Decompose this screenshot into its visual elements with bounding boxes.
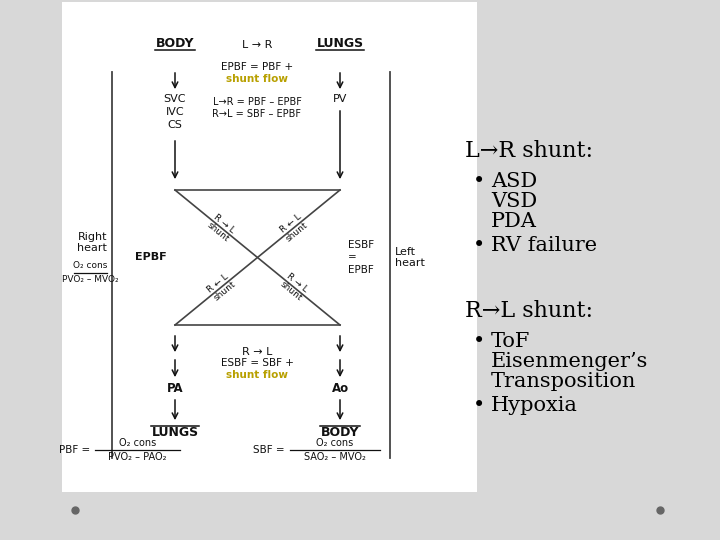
Text: shunt flow: shunt flow xyxy=(226,74,288,84)
Text: SVC
IVC
CS: SVC IVC CS xyxy=(163,94,186,130)
Text: ASD: ASD xyxy=(491,172,537,191)
Text: R → L
shunt: R → L shunt xyxy=(205,212,237,244)
Text: BODY: BODY xyxy=(320,426,359,439)
Text: ESBF = SBF +: ESBF = SBF + xyxy=(220,358,294,368)
Text: Hypoxia: Hypoxia xyxy=(491,396,578,415)
FancyBboxPatch shape xyxy=(62,2,477,492)
Text: Transposition: Transposition xyxy=(491,372,636,391)
Text: BODY: BODY xyxy=(156,37,194,50)
Text: PBF =: PBF = xyxy=(59,445,90,455)
Text: •: • xyxy=(473,236,485,255)
Text: •: • xyxy=(473,332,485,351)
Text: LUNGS: LUNGS xyxy=(151,426,199,439)
Text: O₂ cons: O₂ cons xyxy=(119,438,156,448)
Text: PA: PA xyxy=(167,382,184,395)
Text: PDA: PDA xyxy=(491,212,537,231)
Text: R → L: R → L xyxy=(242,347,272,357)
Text: EPBF: EPBF xyxy=(135,253,167,262)
Text: Left
heart: Left heart xyxy=(395,247,425,268)
Text: L→R shunt:: L→R shunt: xyxy=(465,140,593,162)
Text: Ao: Ao xyxy=(331,382,348,395)
Text: EPBF = PBF +: EPBF = PBF + xyxy=(221,62,293,72)
Text: PV: PV xyxy=(333,94,347,104)
Text: ToF: ToF xyxy=(491,332,531,351)
Text: Right
heart: Right heart xyxy=(77,232,107,253)
Text: SBF =: SBF = xyxy=(253,445,285,455)
Text: PVO₂ – MVO₂: PVO₂ – MVO₂ xyxy=(62,274,119,284)
Text: R → L
shunt: R → L shunt xyxy=(278,272,310,303)
Text: ESBF
=
EPBF: ESBF = EPBF xyxy=(348,240,374,275)
Text: O₂ cons: O₂ cons xyxy=(316,438,354,448)
Text: shunt flow: shunt flow xyxy=(226,370,288,380)
Text: RV failure: RV failure xyxy=(491,236,597,255)
Text: O₂ cons: O₂ cons xyxy=(73,261,108,271)
Text: L → R: L → R xyxy=(242,40,272,50)
Text: SAO₂ – MVO₂: SAO₂ – MVO₂ xyxy=(304,452,366,462)
Text: •: • xyxy=(473,396,485,415)
Text: R ← L
shunt: R ← L shunt xyxy=(278,212,310,244)
Text: R→L shunt:: R→L shunt: xyxy=(465,300,593,322)
Text: L→R = PBF – EPBF: L→R = PBF – EPBF xyxy=(212,97,302,107)
Text: R ← L
shunt: R ← L shunt xyxy=(205,272,237,303)
Text: Eisenmenger’s: Eisenmenger’s xyxy=(491,352,649,371)
Text: PVO₂ – PAO₂: PVO₂ – PAO₂ xyxy=(108,452,167,462)
Text: LUNGS: LUNGS xyxy=(316,37,364,50)
Text: VSD: VSD xyxy=(491,192,537,211)
Text: R→L = SBF – EPBF: R→L = SBF – EPBF xyxy=(212,109,302,119)
Text: •: • xyxy=(473,172,485,191)
